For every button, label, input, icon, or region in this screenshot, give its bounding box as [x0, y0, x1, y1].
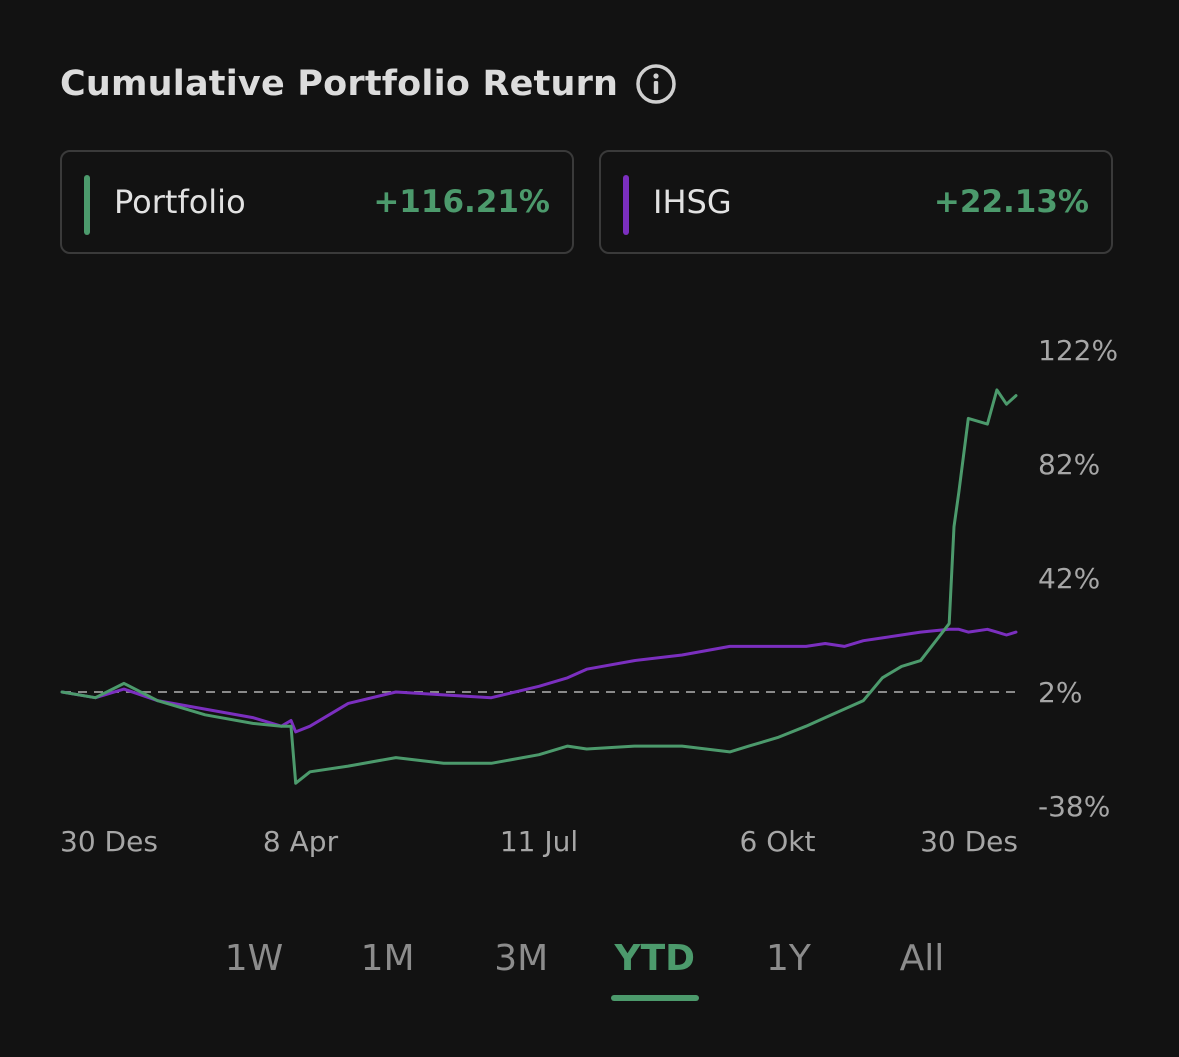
ihsg-card[interactable]: IHSG +22.13%: [599, 150, 1113, 254]
plot-area: [60, 388, 1018, 785]
y-axis: 122% 82% 42% 2% -38%: [1038, 334, 1118, 823]
portfolio-return-value: +116.21%: [373, 184, 550, 220]
ihsg-color-bar: [623, 175, 629, 235]
series-line-portfolio: [60, 388, 1018, 785]
page-title: Cumulative Portfolio Return: [60, 64, 619, 104]
x-tick-label: 30 Des: [920, 825, 1018, 858]
period-tabs: 1W 1M 3M YTD 1Y All: [0, 938, 1179, 1018]
title-row: Cumulative Portfolio Return: [60, 62, 678, 106]
tab-ytd[interactable]: YTD: [614, 938, 696, 979]
y-tick-label: 2%: [1038, 676, 1082, 709]
active-tab-underline: [610, 995, 699, 1001]
return-line-chart: 122%82%42%2%-38% 30 Des 8 Apr 11 Jul 6 Okt 3…: [60, 334, 1118, 858]
x-axis: 30 Des 8 Apr 11 Jul 6 Okt 30 Des: [60, 825, 1018, 858]
tab-1m[interactable]: 1M: [360, 938, 415, 979]
x-tick-label: 8 Apr: [263, 825, 339, 858]
y-tick-label: 122%: [1038, 334, 1118, 367]
tab-3m[interactable]: 3M: [494, 938, 549, 979]
y-tick-label: -38%: [1038, 790, 1110, 823]
series-line-ihsg: [60, 627, 1018, 734]
x-tick-label: 6 Okt: [740, 825, 816, 858]
ihsg-label: IHSG: [653, 183, 732, 221]
y-tick-label: 42%: [1038, 562, 1100, 595]
legend-cards: Portfolio +116.21% IHSG +22.13%: [60, 150, 1113, 254]
tab-1w[interactable]: 1W: [224, 938, 284, 979]
portfolio-label: Portfolio: [114, 183, 246, 221]
ihsg-return-value: +22.13%: [933, 184, 1089, 220]
portfolio-card[interactable]: Portfolio +116.21%: [60, 150, 574, 254]
portfolio-color-bar: [84, 175, 90, 235]
info-icon[interactable]: [634, 62, 678, 106]
tab-all[interactable]: All: [899, 938, 945, 979]
tab-1y[interactable]: 1Y: [765, 938, 811, 979]
x-tick-label: 11 Jul: [500, 825, 578, 858]
y-tick-label: 82%: [1038, 448, 1100, 481]
x-tick-label: 30 Des: [60, 825, 158, 858]
